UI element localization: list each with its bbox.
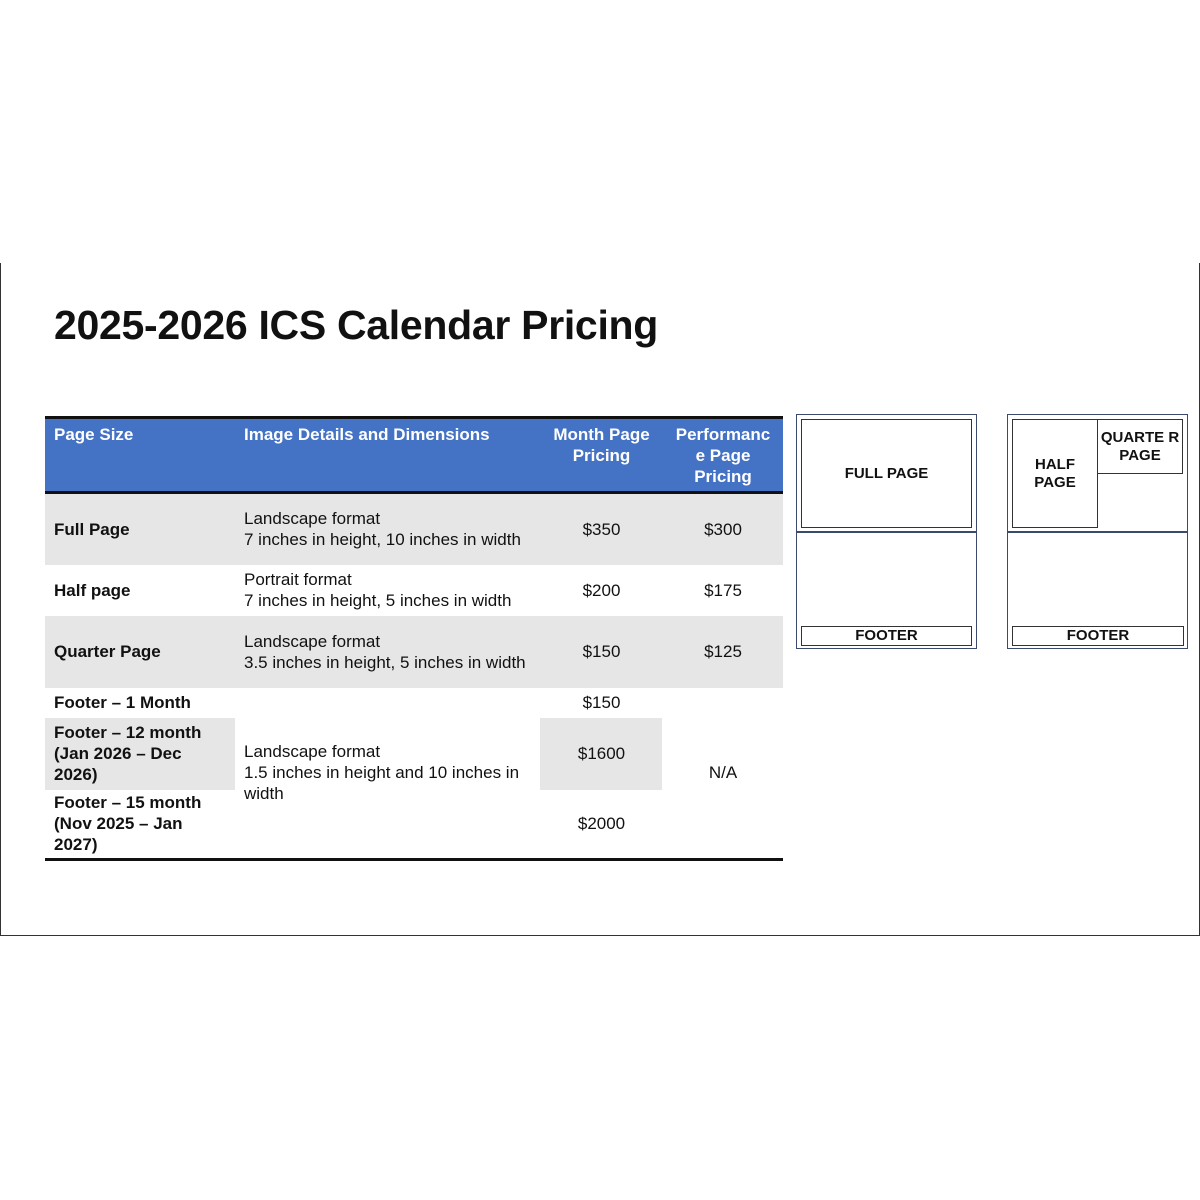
footer-box: FOOTER bbox=[1012, 626, 1184, 646]
page-size-cell: Footer – 1 Month bbox=[54, 693, 191, 712]
month-price-cell: $1600 bbox=[540, 717, 662, 790]
details-cell: Landscape format 7 inches in height, 10 i… bbox=[235, 493, 540, 565]
table-row: Footer – 12 month (Jan 2026 – Dec 2026) … bbox=[45, 717, 783, 790]
details-line: Landscape format bbox=[244, 509, 381, 529]
quarter-page-box: QUARTE R PAGE bbox=[1097, 419, 1183, 474]
diagram-divider bbox=[796, 531, 977, 533]
header-image-details: Image Details and Dimensions bbox=[235, 416, 540, 494]
header-page-size: Page Size bbox=[45, 416, 235, 494]
performance-price-cell: $125 bbox=[704, 642, 742, 661]
details-cell: Landscape format 3.5 inches in height, 5 … bbox=[235, 616, 540, 688]
footer-box: FOOTER bbox=[801, 626, 972, 646]
month-price-cell: $350 bbox=[582, 519, 621, 539]
month-price-cell: $200 bbox=[582, 580, 621, 600]
table-header-row: Page Size Image Details and Dimensions M… bbox=[45, 416, 783, 494]
details-line: Portrait format bbox=[244, 570, 352, 589]
table-row: Footer – 1 Month Landscape format 1.5 inc… bbox=[45, 687, 783, 861]
page-size-cell: Full Page bbox=[54, 519, 130, 539]
details-line: 3.5 inches in height, 5 inches in width bbox=[244, 652, 526, 672]
performance-price-cell: $300 bbox=[704, 519, 742, 539]
performance-price-cell: $175 bbox=[704, 580, 742, 600]
footer-details-cell: Landscape format 1.5 inches in height and… bbox=[235, 687, 540, 861]
month-price-cell: $150 bbox=[582, 642, 621, 661]
table-row: Footer – 15 month (Nov 2025 – Jan 2027) … bbox=[45, 789, 783, 861]
details-line: Landscape format bbox=[244, 631, 381, 651]
page-title: 2025-2026 ICS Calendar Pricing bbox=[54, 302, 659, 348]
details-cell: Portrait format 7 inches in height, 5 inc… bbox=[235, 565, 540, 616]
page-size-cell: Footer – 15 month (Nov 2025 – Jan 2027) bbox=[45, 789, 235, 861]
details-line: 1.5 inches in height and 10 inches in wi… bbox=[244, 763, 520, 804]
month-price-cell: $150 bbox=[582, 693, 621, 712]
half-page-box: HALF PAGE bbox=[1012, 419, 1098, 528]
details-line: Landscape format bbox=[244, 742, 381, 762]
pricing-table: Page Size Image Details and Dimensions M… bbox=[45, 416, 783, 861]
diagram-divider bbox=[1007, 531, 1188, 533]
month-price-cell: $2000 bbox=[540, 789, 662, 861]
footer-performance-cell: N/A bbox=[662, 687, 783, 861]
details-line: 7 inches in height, 5 inches in width bbox=[244, 591, 512, 610]
page-size-cell: Footer – 12 month (Jan 2026 – Dec 2026) bbox=[45, 717, 235, 790]
header-month-pricing: Month Page Pricing bbox=[540, 416, 662, 494]
header-performance-pricing: Performanc e Page Pricing bbox=[662, 416, 783, 494]
page-size-cell: Half page bbox=[54, 580, 131, 600]
full-page-box: FULL PAGE bbox=[801, 419, 972, 528]
table-row: Full Page Landscape format 7 inches in he… bbox=[45, 492, 783, 565]
table-row: Half page Portrait format 7 inches in hei… bbox=[45, 565, 783, 616]
page-size-cell: Quarter Page bbox=[54, 642, 161, 661]
table-row: Quarter Page Landscape format 3.5 inches … bbox=[45, 615, 783, 688]
details-line: 7 inches in height, 10 inches in width bbox=[244, 530, 521, 550]
